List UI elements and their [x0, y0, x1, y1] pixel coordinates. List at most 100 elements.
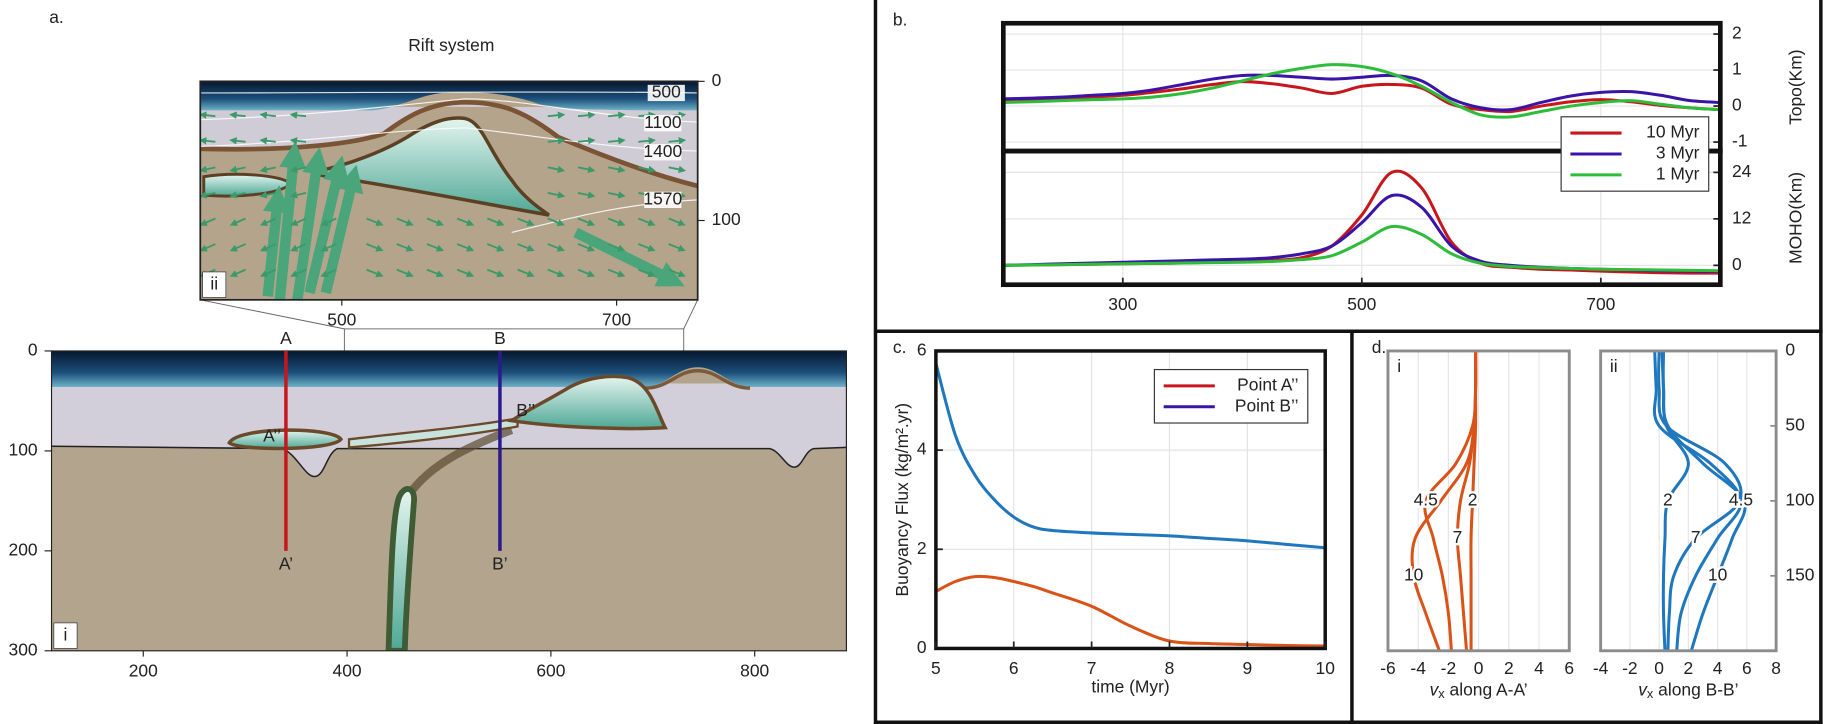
curve-label: 2 [1663, 489, 1673, 509]
series-line [1003, 63, 1721, 119]
panel-label: a. [49, 7, 64, 27]
flow-arrow [486, 217, 505, 227]
y-tick-label: 0 [1732, 254, 1742, 274]
flow-arrow [607, 243, 626, 252]
series-line [1003, 80, 1721, 114]
frame-i [50, 350, 848, 652]
panel-label: b. [893, 10, 908, 30]
series-line [1003, 224, 1721, 273]
velocity-profile [1410, 350, 1478, 652]
y-tick-label: 0 [1732, 95, 1742, 115]
panel-frames [873, 0, 1823, 724]
y-tick-label: 0 [917, 637, 927, 657]
curve-label: 4.5 [1729, 489, 1753, 509]
flow-arrow [577, 217, 596, 227]
frame-ii [199, 80, 699, 301]
flow-arrow [577, 243, 596, 252]
flow-arrow [366, 268, 384, 278]
y-tick-label: 6 [917, 340, 927, 360]
flow-arrow [608, 137, 626, 145]
flow-arrow [366, 243, 384, 252]
x-axis-title: time (Myr) [1091, 677, 1169, 697]
velocity-profile [1657, 350, 1743, 651]
flow-arrow [229, 165, 246, 173]
x-axis-title-text: along B-B’ [1653, 679, 1738, 699]
flow-arrow [229, 268, 246, 278]
flow-arrow [229, 111, 246, 119]
flow-arrow [547, 191, 566, 199]
x-axis-title-subscript: x [1438, 686, 1445, 701]
isotherm-label: 1100 [644, 112, 682, 132]
y-axis-title: Topo(Km) [1786, 49, 1806, 125]
flow-arrow [547, 137, 566, 145]
profile-top-label: A [280, 328, 292, 348]
subplot-label: ii [210, 273, 218, 293]
chart-title: Rift system [408, 35, 494, 55]
y-axis-title: Buoyancy Flux (kg/m².yr) [892, 403, 912, 597]
flow-arrow [366, 217, 384, 227]
x-axis-title-text: along A-A’ [1445, 679, 1528, 699]
flow-arrow [229, 217, 246, 226]
isotherm-label-box [647, 84, 685, 102]
isotherm-label: 500 [652, 82, 681, 102]
velocity-profile [1661, 350, 1747, 652]
y-tick-label: -1 [1732, 131, 1748, 151]
flow-arrow [517, 217, 535, 227]
subplot-label: ii [1610, 356, 1618, 376]
subplot-label-box [202, 271, 227, 298]
y-tick-label: 300 [9, 639, 38, 659]
x-axis-title-symbol: v [1430, 679, 1440, 699]
flow-arrow [259, 111, 276, 119]
flow-arrow [320, 268, 337, 278]
x-tick-label: 300 [1108, 294, 1137, 314]
flow-arrow [290, 243, 307, 252]
flow-arrow [577, 111, 596, 119]
flow-arrow [638, 243, 656, 252]
flow-arrow [517, 268, 535, 278]
curve-label: 4.5 [1414, 489, 1438, 509]
y-tick-label: 2 [1732, 23, 1742, 43]
y-tick-label: 0 [712, 70, 722, 90]
flow-arrow [289, 191, 307, 199]
y-tick-label: 0 [1785, 340, 1795, 360]
legend-label: 3 Myr [1656, 143, 1700, 163]
x-tick-label: 800 [740, 660, 769, 680]
flow-arrow [577, 191, 596, 199]
flow-arrow [229, 137, 246, 145]
flow-arrow [547, 243, 565, 252]
legend-label: 10 Myr [1646, 122, 1699, 142]
flow-arrow [259, 137, 276, 145]
y-tick-label: 100 [1785, 489, 1814, 509]
flow-arrow [486, 243, 505, 252]
y-tick-label: 2 [917, 538, 927, 558]
x-tick-label: 8 [1771, 658, 1781, 678]
subplot-label-box [53, 622, 78, 649]
y-tick-label: 1 [1732, 59, 1742, 79]
flow-arrow [456, 268, 475, 278]
flow-arrow [289, 165, 307, 173]
flow-arrow [229, 191, 246, 199]
x-tick-label: 400 [333, 660, 362, 680]
y-tick-label: 0 [28, 340, 38, 360]
flow-arrow [668, 165, 687, 174]
flow-arrow [290, 268, 307, 278]
isotherm-label-box [644, 115, 682, 132]
flow-arrow [200, 191, 216, 199]
flow-arrow [289, 137, 307, 145]
x-tick-label: 700 [602, 309, 631, 329]
flow-arrow [577, 268, 596, 278]
series-line [935, 574, 1326, 648]
flow-arrow [259, 191, 277, 199]
x-tick-label: 500 [327, 309, 356, 329]
x-tick-label: 600 [536, 660, 565, 680]
x-tick-label: 2 [1504, 658, 1514, 678]
flow-arrow [547, 268, 565, 278]
isotherm-label-box [644, 144, 682, 161]
flow-arrow [638, 137, 656, 145]
legend-label: Point A’’ [1237, 374, 1298, 394]
flow-arrow [426, 217, 445, 227]
curve-label: 10 [1708, 564, 1728, 584]
y-tick-label: 24 [1732, 161, 1752, 181]
x-tick-label: -4 [1410, 658, 1426, 678]
axes-frame [1000, 148, 1723, 288]
